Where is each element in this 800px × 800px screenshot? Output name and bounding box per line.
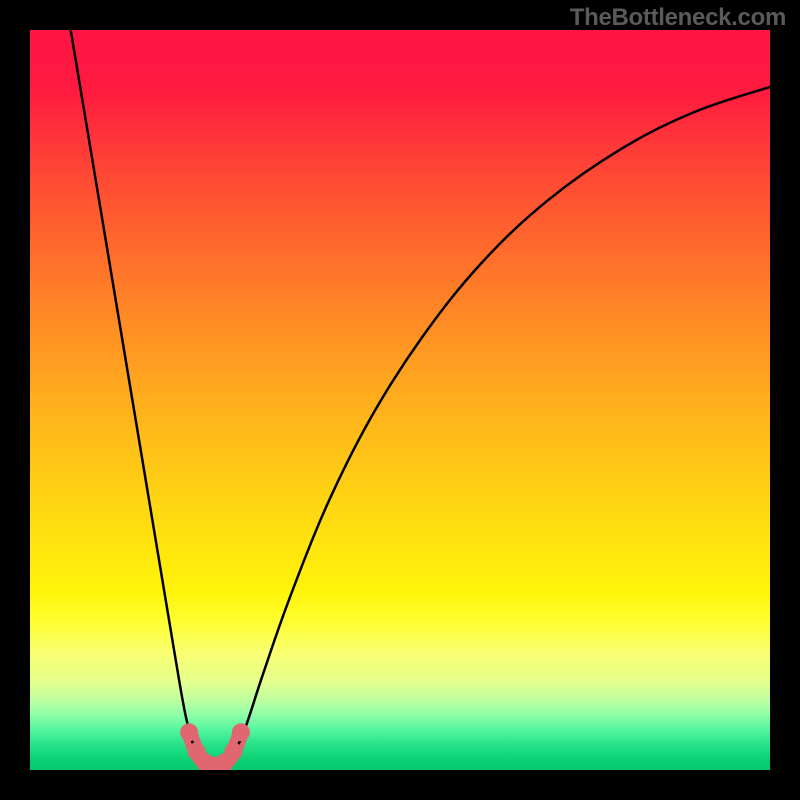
bottleneck-marker-dot bbox=[225, 743, 243, 761]
bottleneck-marker-dot bbox=[232, 723, 250, 741]
chart-frame bbox=[30, 30, 770, 770]
bottleneck-curve bbox=[71, 30, 770, 766]
watermark-text: TheBottleneck.com bbox=[570, 4, 786, 32]
chart-svg bbox=[30, 30, 770, 770]
bottleneck-marker-dot bbox=[180, 723, 198, 741]
